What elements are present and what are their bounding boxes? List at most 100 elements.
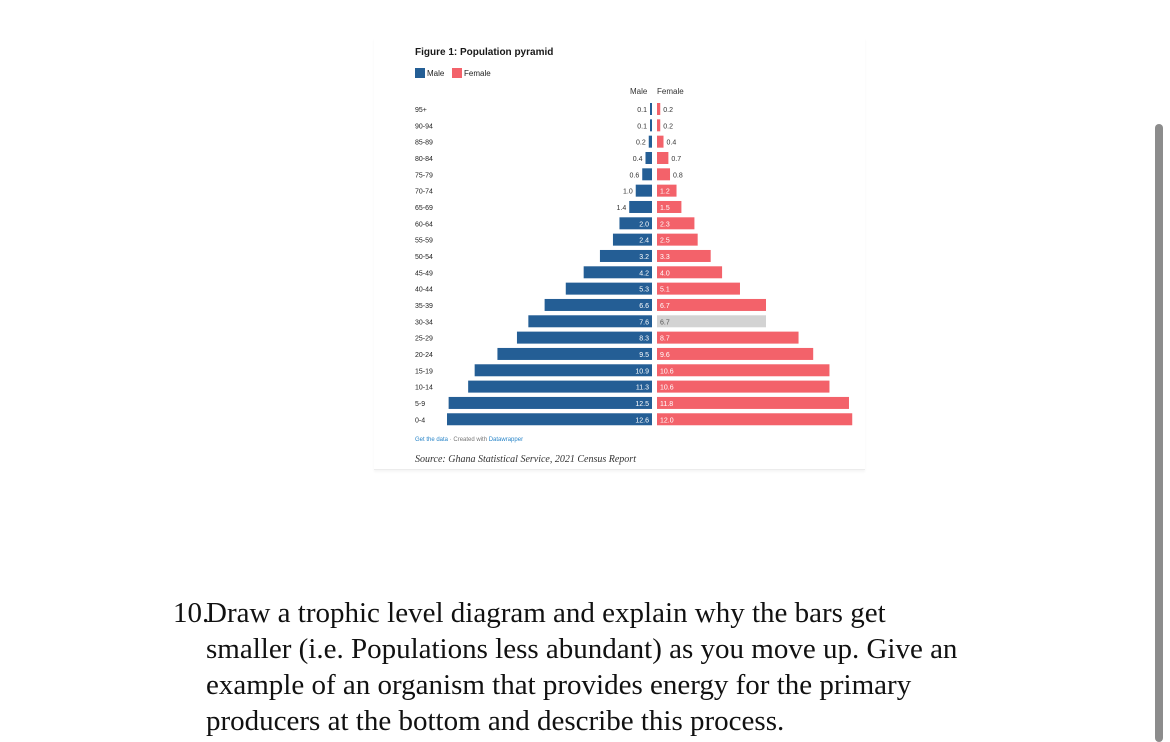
female-bar-20-24 bbox=[657, 347, 814, 360]
age-label-35-39: 35-39 bbox=[415, 303, 433, 310]
female-bar-90-94 bbox=[657, 119, 661, 132]
age-label-30-34: 30-34 bbox=[415, 319, 433, 326]
female-bar-10-14 bbox=[657, 380, 830, 393]
age-label-65-69: 65-69 bbox=[415, 205, 433, 212]
male-value-30-34: 7.6 bbox=[639, 319, 649, 326]
column-header-male: Male bbox=[630, 87, 648, 96]
female-bar-5-9 bbox=[657, 396, 849, 409]
male-bar-35-39 bbox=[544, 298, 652, 311]
female-value-55-59: 2.5 bbox=[660, 238, 670, 245]
female-value-45-49: 4.0 bbox=[660, 270, 670, 277]
female-value-10-14: 10.6 bbox=[660, 385, 674, 392]
male-value-50-54: 3.2 bbox=[639, 254, 649, 261]
age-label-20-24: 20-24 bbox=[415, 352, 433, 359]
chart-footer: Get the data · Created with Datawrapper bbox=[415, 437, 523, 443]
male-value-70-74: 1.0 bbox=[623, 189, 633, 196]
male-value-35-39: 6.6 bbox=[639, 303, 649, 310]
female-bar-35-39 bbox=[657, 298, 767, 311]
female-bar-30-34 bbox=[657, 315, 767, 328]
age-label-50-54: 50-54 bbox=[415, 254, 433, 261]
female-bar-70-74 bbox=[657, 184, 677, 197]
male-bar-25-29 bbox=[516, 331, 652, 344]
vertical-scrollbar[interactable] bbox=[1155, 124, 1163, 742]
male-value-10-14: 11.3 bbox=[636, 385, 649, 392]
age-label-70-74: 70-74 bbox=[415, 189, 433, 196]
female-value-90-94: 0.2 bbox=[663, 123, 673, 130]
age-label-60-64: 60-64 bbox=[415, 221, 433, 228]
female-bar-60-64 bbox=[657, 217, 695, 230]
question-10: 10.Draw a trophic level diagram and expl… bbox=[173, 595, 1093, 739]
female-value-70-74: 1.2 bbox=[660, 189, 670, 196]
male-value-5-9: 12.5 bbox=[635, 401, 649, 408]
male-bar-0-4 bbox=[447, 413, 652, 426]
source-caption: Source: Ghana Statistical Service, 2021 … bbox=[415, 454, 636, 465]
male-bar-30-34 bbox=[528, 315, 652, 328]
female-value-40-44: 5.1 bbox=[660, 287, 670, 294]
legend-male-swatch bbox=[415, 68, 425, 78]
male-value-45-49: 4.2 bbox=[639, 270, 649, 277]
male-value-0-4: 12.6 bbox=[635, 417, 649, 424]
female-value-85-89: 0.4 bbox=[667, 140, 677, 147]
question-line-1: Draw a trophic level diagram and explain… bbox=[206, 597, 886, 629]
age-label-85-89: 85-89 bbox=[415, 140, 433, 147]
age-label-0-4: 0-4 bbox=[415, 417, 425, 424]
male-value-60-64: 2.0 bbox=[639, 221, 649, 228]
male-bar-60-64 bbox=[619, 217, 652, 230]
female-value-15-19: 10.6 bbox=[660, 368, 674, 375]
female-bar-15-19 bbox=[657, 364, 830, 377]
question-line-4: producers at the bottom and describe thi… bbox=[206, 705, 785, 737]
male-bar-55-59 bbox=[612, 233, 652, 246]
female-value-95plus: 0.2 bbox=[663, 107, 673, 114]
age-label-40-44: 40-44 bbox=[415, 287, 433, 294]
female-value-30-34: 6.7 bbox=[660, 319, 670, 326]
male-value-40-44: 5.3 bbox=[639, 287, 649, 294]
female-bar-85-89 bbox=[657, 135, 664, 148]
male-bar-50-54 bbox=[599, 249, 652, 262]
female-value-80-84: 0.7 bbox=[671, 156, 681, 163]
age-label-80-84: 80-84 bbox=[415, 156, 433, 163]
male-value-95plus: 0.1 bbox=[637, 107, 647, 114]
male-value-55-59: 2.4 bbox=[639, 238, 649, 245]
male-bar-5-9 bbox=[448, 396, 652, 409]
male-bar-65-69 bbox=[629, 200, 652, 213]
female-value-25-29: 8.7 bbox=[660, 336, 670, 343]
get-data-link[interactable]: Get the data bbox=[415, 437, 449, 443]
question-line-3: example of an organism that provides ene… bbox=[206, 669, 912, 701]
male-bar-90-94 bbox=[650, 119, 652, 132]
male-bar-20-24 bbox=[497, 347, 652, 360]
male-bar-70-74 bbox=[635, 184, 652, 197]
legend-male-label: Male bbox=[427, 68, 445, 78]
female-bar-75-79 bbox=[657, 168, 671, 181]
figure-title: Figure 1: Population pyramid bbox=[415, 47, 554, 58]
legend-female-label: Female bbox=[464, 68, 491, 78]
female-bar-40-44 bbox=[657, 282, 740, 295]
age-label-25-29: 25-29 bbox=[415, 336, 433, 343]
footer-separator: · Created with bbox=[448, 437, 489, 443]
age-label-55-59: 55-59 bbox=[415, 238, 433, 245]
age-label-95plus: 95+ bbox=[415, 107, 427, 114]
male-value-80-84: 0.4 bbox=[633, 156, 643, 163]
female-value-20-24: 9.6 bbox=[660, 352, 670, 359]
male-value-20-24: 9.5 bbox=[639, 352, 649, 359]
male-bar-40-44 bbox=[565, 282, 652, 295]
female-value-65-69: 1.5 bbox=[660, 205, 670, 212]
male-value-85-89: 0.2 bbox=[636, 140, 646, 147]
male-value-15-19: 10.9 bbox=[635, 368, 649, 375]
female-value-5-9: 11.8 bbox=[660, 401, 673, 408]
age-label-45-49: 45-49 bbox=[415, 270, 433, 277]
legend-female-swatch bbox=[452, 68, 462, 78]
age-label-10-14: 10-14 bbox=[415, 385, 433, 392]
male-bar-15-19 bbox=[474, 364, 652, 377]
male-bar-85-89 bbox=[648, 135, 652, 148]
female-bar-55-59 bbox=[657, 233, 698, 246]
datawrapper-link[interactable]: Datawrapper bbox=[488, 437, 524, 443]
male-value-75-79: 0.6 bbox=[630, 172, 640, 179]
male-value-90-94: 0.1 bbox=[637, 123, 647, 130]
age-label-15-19: 15-19 bbox=[415, 368, 433, 375]
male-value-25-29: 8.3 bbox=[639, 336, 649, 343]
female-bar-0-4 bbox=[657, 413, 853, 426]
female-bar-80-84 bbox=[657, 151, 669, 164]
question-number: 10. bbox=[173, 597, 210, 629]
age-label-5-9: 5-9 bbox=[415, 401, 425, 408]
